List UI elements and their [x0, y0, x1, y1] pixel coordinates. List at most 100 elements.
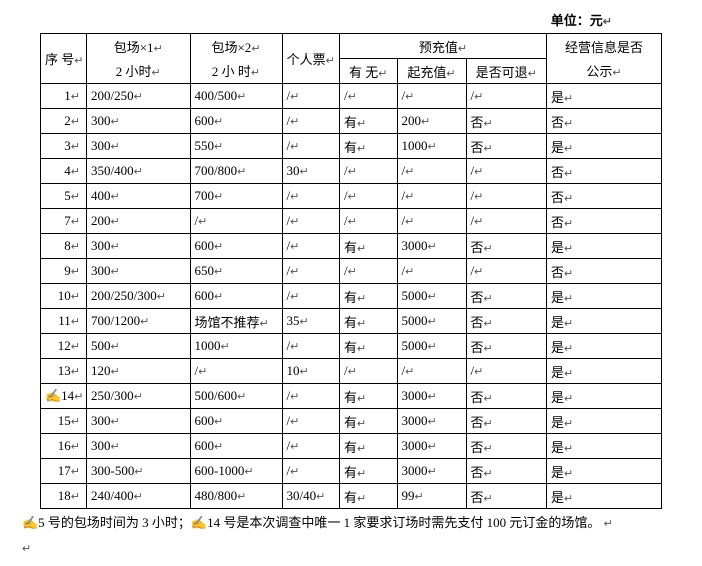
cell-marker: ↵ — [214, 142, 223, 154]
table-row: 10↵200/250/300↵600↵/↵有↵5000↵否↵是↵ — [41, 284, 662, 309]
cell-marker: ↵ — [74, 392, 83, 404]
header-b1-line2: 2 小时↵ — [87, 59, 191, 84]
cell-b1: 300-500↵ — [87, 459, 191, 484]
cell-seq: 18↵ — [41, 484, 87, 509]
cell-text: 15 — [58, 413, 71, 428]
cell-text: 200 — [402, 113, 422, 128]
cell-text: 是 — [551, 390, 564, 405]
cell-refund: 否↵ — [466, 384, 547, 409]
cell-marker: ↵ — [140, 317, 149, 329]
cell-marker: ↵ — [474, 217, 483, 229]
cell-marker: ↵ — [564, 419, 573, 431]
cell-seq: 8↵ — [41, 234, 87, 259]
cell-marker: ↵ — [564, 194, 573, 206]
cell-b2: 500/600↵ — [190, 384, 282, 409]
cell-marker: ↵ — [71, 367, 80, 379]
cell-b2: 600↵ — [190, 409, 282, 434]
cell-text: 300 — [91, 138, 111, 153]
cell-text: 600 — [195, 438, 215, 453]
cell-seq: 13↵ — [41, 359, 87, 384]
cell-b2: 600-1000↵ — [190, 459, 282, 484]
cell-marker: ↵ — [405, 267, 414, 279]
cell-marker: ↵ — [71, 292, 80, 304]
cell-charge: 200↵ — [397, 109, 466, 134]
cell-marker: ↵ — [357, 244, 366, 256]
cell-marker: ↵ — [357, 294, 366, 306]
table-row: 2↵300↵600↵/↵有↵200↵否↵否↵ — [41, 109, 662, 134]
table-row: 16↵300↵600↵/↵有↵3000↵否↵是↵ — [41, 434, 662, 459]
cell-text: 有 — [344, 115, 357, 130]
cell-public: 是↵ — [547, 384, 662, 409]
cell-b1: 250/300↵ — [87, 384, 191, 409]
cell-marker: ↵ — [134, 392, 143, 404]
cell-marker: ↵ — [357, 394, 366, 406]
cell-marker: ↵ — [564, 294, 573, 306]
cell-marker: ↵ — [357, 494, 366, 506]
cell-marker: ↵ — [290, 392, 299, 404]
cell-text: 否 — [551, 190, 564, 205]
cell-marker: ↵ — [111, 367, 120, 379]
cell-b1: 300↵ — [87, 234, 191, 259]
cell-public: 否↵ — [547, 184, 662, 209]
header-b2-line1: 包场×2↵ — [190, 34, 282, 59]
cell-b2: 550↵ — [190, 134, 282, 159]
cell-charge: 1000↵ — [397, 134, 466, 159]
table-row: ✍14↵250/300↵500/600↵/↵有↵3000↵否↵是↵ — [41, 384, 662, 409]
cell-marker: ↵ — [111, 142, 120, 154]
cell-text: 200/250/300 — [91, 288, 157, 303]
cell-marker: ↵ — [111, 442, 120, 454]
cell-refund: 否↵ — [466, 134, 547, 159]
cell-marker: ↵ — [564, 144, 573, 156]
cell-text: 场馆不推荐 — [195, 315, 260, 330]
cell-marker: ↵ — [71, 192, 80, 204]
cell-marker: ↵ — [484, 144, 493, 156]
cell-b1: 300↵ — [87, 134, 191, 159]
cell-text: 200/250 — [91, 88, 134, 103]
cell-marker: ↵ — [405, 192, 414, 204]
cell-personal: /↵ — [282, 109, 340, 134]
cell-charge: /↵ — [397, 209, 466, 234]
cell-marker: ↵ — [71, 492, 80, 504]
cell-marker: ↵ — [405, 217, 414, 229]
cell-seq: 9↵ — [41, 259, 87, 284]
cell-charge: /↵ — [397, 184, 466, 209]
cell-text: 400 — [91, 188, 111, 203]
cell-marker: ↵ — [71, 317, 80, 329]
cell-marker: ↵ — [290, 342, 299, 354]
cell-charge: /↵ — [397, 259, 466, 284]
cell-hasno: /↵ — [340, 259, 398, 284]
cell-text: 否 — [551, 265, 564, 280]
cell-text: 否 — [471, 390, 484, 405]
cell-b1: 350/400↵ — [87, 159, 191, 184]
cell-marker: ↵ — [484, 344, 493, 356]
cell-public: 是↵ — [547, 284, 662, 309]
cell-hasno: 有↵ — [340, 334, 398, 359]
cell-text: 120 — [91, 363, 111, 378]
cell-marker: ↵ — [300, 167, 309, 179]
cell-marker: ↵ — [474, 367, 483, 379]
cell-personal: /↵ — [282, 459, 340, 484]
header-personal: 个人票↵ — [282, 34, 340, 84]
cell-marker: ↵ — [214, 267, 223, 279]
cell-text: 是 — [551, 90, 564, 105]
cell-marker: ↵ — [71, 92, 80, 104]
cell-b2: 600↵ — [190, 234, 282, 259]
cell-marker: ↵ — [428, 317, 437, 329]
cell-b2: 700↵ — [190, 184, 282, 209]
cell-marker: ↵ — [290, 417, 299, 429]
cell-seq: 17↵ — [41, 459, 87, 484]
cell-b2: 场馆不推荐↵ — [190, 309, 282, 334]
cell-seq: 5↵ — [41, 184, 87, 209]
cell-b2: 600↵ — [190, 434, 282, 459]
cell-marker: ↵ — [348, 167, 357, 179]
cell-marker: ↵ — [111, 117, 120, 129]
cell-b2: 1000↵ — [190, 334, 282, 359]
cell-text: 16 — [58, 438, 71, 453]
cell-marker: ↵ — [428, 417, 437, 429]
cell-b1: 500↵ — [87, 334, 191, 359]
cell-marker: ↵ — [134, 92, 143, 104]
table-row: 17↵300-500↵600-1000↵/↵有↵3000↵否↵是↵ — [41, 459, 662, 484]
table-row: 15↵300↵600↵/↵有↵3000↵否↵是↵ — [41, 409, 662, 434]
cell-hasno: /↵ — [340, 84, 398, 109]
table-header: 序 号↵ 包场×1↵ 包场×2↵ 个人票↵ 预充值↵ 经营信息是否 2 小时↵ … — [41, 34, 662, 84]
